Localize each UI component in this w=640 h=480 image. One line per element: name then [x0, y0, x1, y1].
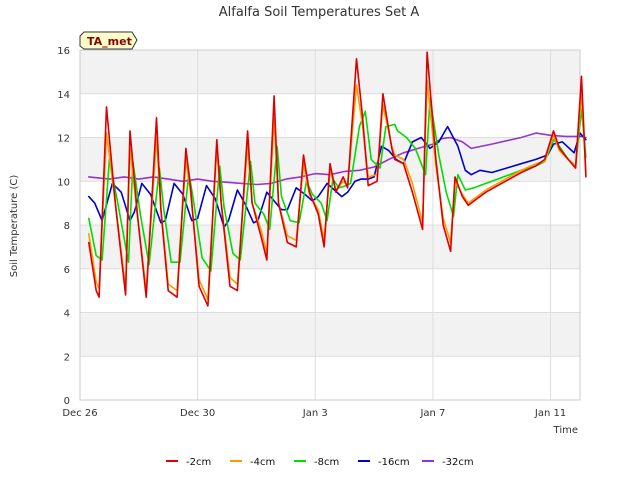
plot-band	[80, 268, 580, 313]
y-tick-label: 10	[57, 177, 70, 188]
legend-label: -4cm	[250, 457, 275, 468]
station-tag: TA_met	[79, 31, 138, 50]
series-line-minus-32cm	[88, 132, 587, 186]
y-tick-label: 2	[64, 352, 70, 363]
legend-label: -32cm	[442, 457, 474, 468]
legend-label: -8cm	[314, 457, 339, 468]
x-tick-label: Jan 11	[534, 408, 566, 419]
legend-label: -16cm	[378, 457, 410, 468]
y-tick-label: 12	[57, 134, 70, 145]
plot-band	[80, 356, 580, 400]
y-tick-label: 14	[57, 90, 70, 101]
x-tick-labels: Dec 26 Dec 30 Jan 3 Jan 7 Jan 11	[62, 408, 566, 419]
plot-band	[80, 50, 580, 94]
plot-band	[80, 93, 580, 138]
y-tick-label: 0	[64, 396, 70, 407]
station-tag-label: TA_met	[87, 35, 132, 48]
y-tick-label: 8	[64, 221, 70, 232]
series-line-minus-8cm	[88, 97, 587, 272]
series-line-minus-2cm	[88, 51, 587, 307]
legend-item: -4cm	[230, 457, 275, 468]
x-tick-label: Dec 26	[62, 408, 97, 419]
plot-band	[80, 312, 580, 357]
x-tick-label: Dec 30	[180, 408, 215, 419]
legend-item: -8cm	[294, 457, 339, 468]
y-axis-label: Soil Temperature (C)	[9, 175, 20, 278]
legend: -2cm -4cm -8cm -16cm -32cm	[166, 457, 474, 468]
series-lines	[88, 51, 587, 307]
x-axis-label: Time	[553, 425, 578, 436]
chart-title: Alfalfa Soil Temperatures Set A	[219, 5, 420, 20]
y-tick-label: 6	[64, 265, 70, 276]
series-line-minus-16cm	[88, 125, 587, 228]
legend-item: -32cm	[422, 457, 474, 468]
x-tick-label: Jan 3	[302, 408, 328, 419]
y-tick-label: 16	[57, 46, 70, 57]
x-tick-label: Jan 7	[419, 408, 445, 419]
legend-item: -16cm	[358, 457, 410, 468]
legend-item: -2cm	[166, 457, 211, 468]
plot-frame	[79, 49, 581, 401]
y-tick-labels: 0 2 4 6 8 10 12 14 16	[57, 46, 70, 407]
legend-label: -2cm	[186, 457, 211, 468]
plot-band	[80, 225, 580, 269]
y-tick-label: 4	[64, 309, 70, 320]
